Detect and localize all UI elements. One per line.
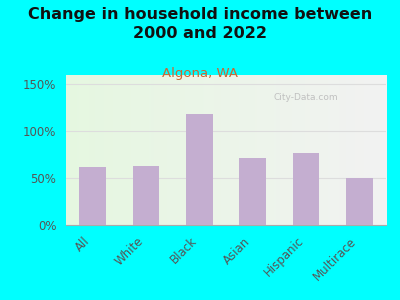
Bar [133, 166, 159, 225]
Text: City-Data.com: City-Data.com [274, 93, 338, 102]
Text: Change in household income between
2000 and 2022: Change in household income between 2000 … [28, 8, 372, 41]
Text: Algona, WA: Algona, WA [162, 68, 238, 80]
Bar [239, 158, 266, 225]
Bar [79, 167, 106, 225]
Bar [293, 153, 319, 225]
Bar [346, 178, 373, 225]
Bar [186, 114, 213, 225]
